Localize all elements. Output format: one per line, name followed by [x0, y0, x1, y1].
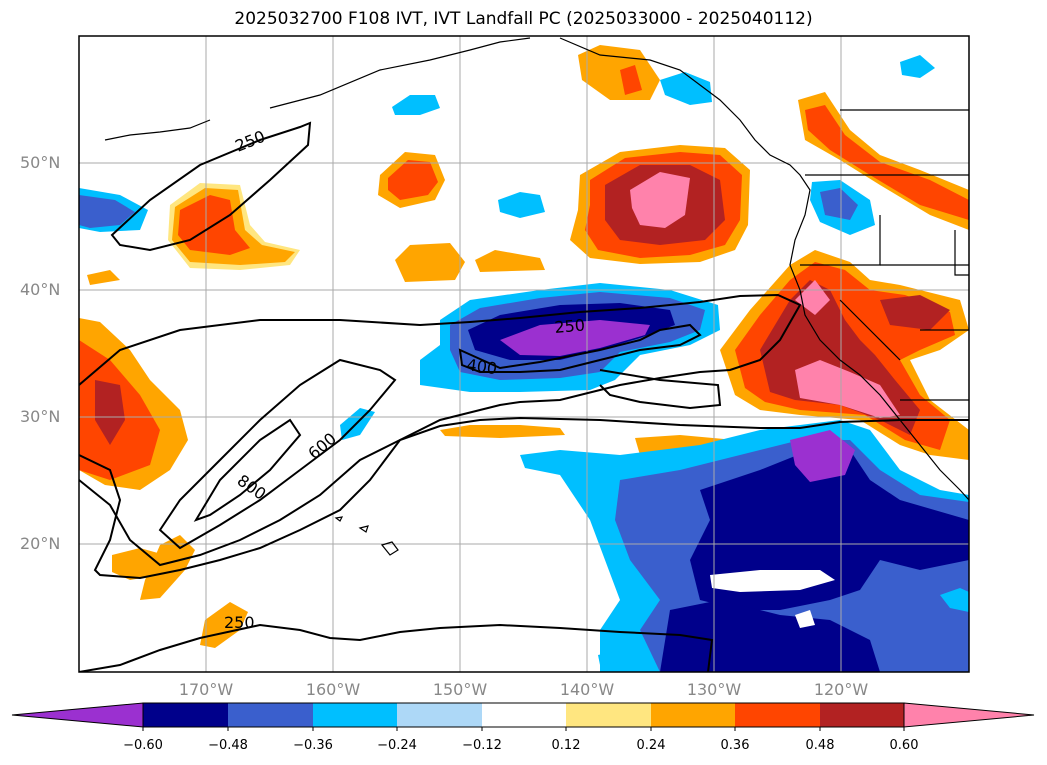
colorbar-tick-label: −0.60 [123, 738, 163, 753]
positive-anomaly-region [620, 65, 642, 95]
positive-anomaly-region [805, 105, 969, 220]
lat-label: 30°N [20, 407, 61, 426]
negative-anomaly-region [392, 95, 440, 115]
colorbar-bin [566, 703, 651, 727]
colorbar-tick-label: −0.36 [293, 738, 333, 753]
colorbar [11, 702, 1035, 731]
negative-anomaly-region [820, 188, 858, 220]
lat-label: 20°N [20, 534, 61, 553]
colorbar-tick-label: −0.48 [208, 738, 248, 753]
colorbar-tick-label: 0.48 [805, 738, 835, 753]
lon-label: 140°W [559, 680, 615, 699]
colorbar-bin [735, 703, 820, 727]
colorbar-tick-label: 0.24 [636, 738, 666, 753]
negative-anomaly-region [940, 588, 969, 612]
colorbar-bin [820, 703, 904, 727]
colorbar-bin [651, 703, 735, 727]
lon-label: 120°W [813, 680, 869, 699]
positive-anomaly-region [880, 295, 950, 330]
lon-label: 150°W [432, 680, 488, 699]
lon-label: 130°W [686, 680, 742, 699]
negative-anomaly-region [900, 55, 935, 78]
colorbar-tick-label: −0.12 [462, 738, 502, 753]
contour-label: 400 [465, 355, 498, 378]
negative-anomaly-region [790, 430, 855, 482]
positive-anomaly-region [630, 172, 690, 228]
negative-anomaly-region [598, 652, 618, 665]
neutral-region [795, 610, 815, 628]
colorbar-tick-label: −0.24 [377, 738, 417, 753]
positive-anomaly-region [475, 250, 545, 272]
positive-anomaly-region [395, 243, 465, 282]
positive-anomaly-region [87, 270, 120, 285]
shading-layer [79, 45, 969, 672]
colorbar-extend-right [903, 702, 1035, 728]
positive-anomaly-region [388, 160, 438, 200]
colorbar-tick-label: 0.12 [551, 738, 581, 753]
contour-label: 250 [232, 127, 267, 156]
positive-anomaly-region [200, 602, 248, 648]
coastlines [104, 37, 969, 501]
chart-title: 2025032700 F108 IVT, IVT Landfall PC (20… [234, 9, 813, 29]
positive-anomaly-region [795, 360, 900, 418]
colorbar-tick-label: 0.36 [720, 738, 750, 753]
lat-label: 50°N [20, 153, 61, 172]
neutral-region [710, 570, 835, 592]
graticule [79, 36, 969, 672]
colorbar-bin [228, 703, 313, 727]
positive-anomaly-region [140, 535, 195, 600]
map-frame [78, 35, 970, 673]
contour-label: 250 [224, 613, 255, 632]
colorbar-extend-left [11, 702, 144, 728]
negative-anomaly-region [660, 72, 712, 105]
ivt-contours [79, 121, 969, 672]
negative-anomaly-region [660, 600, 880, 672]
lat-label: 40°N [20, 280, 61, 299]
negative-anomaly-region [498, 192, 545, 218]
positive-anomaly-region [578, 45, 660, 100]
contour-label: 250 [554, 315, 586, 337]
colorbar-bin [397, 703, 482, 727]
lon-label: 160°W [305, 680, 361, 699]
contour-label: 600 [304, 429, 340, 463]
lon-label: 170°W [178, 680, 234, 699]
colorbar-bin [313, 703, 397, 727]
hawaii-islands [334, 516, 399, 556]
positive-anomaly-region [95, 380, 125, 445]
colorbar-bin [143, 703, 228, 727]
colorbar-tick-label: 0.60 [889, 738, 919, 753]
negative-anomaly-region [690, 450, 969, 610]
negative-anomaly-region [79, 195, 135, 228]
negative-anomaly-region [500, 320, 650, 356]
colorbar-bin [482, 703, 566, 727]
positive-anomaly-region [440, 425, 565, 438]
